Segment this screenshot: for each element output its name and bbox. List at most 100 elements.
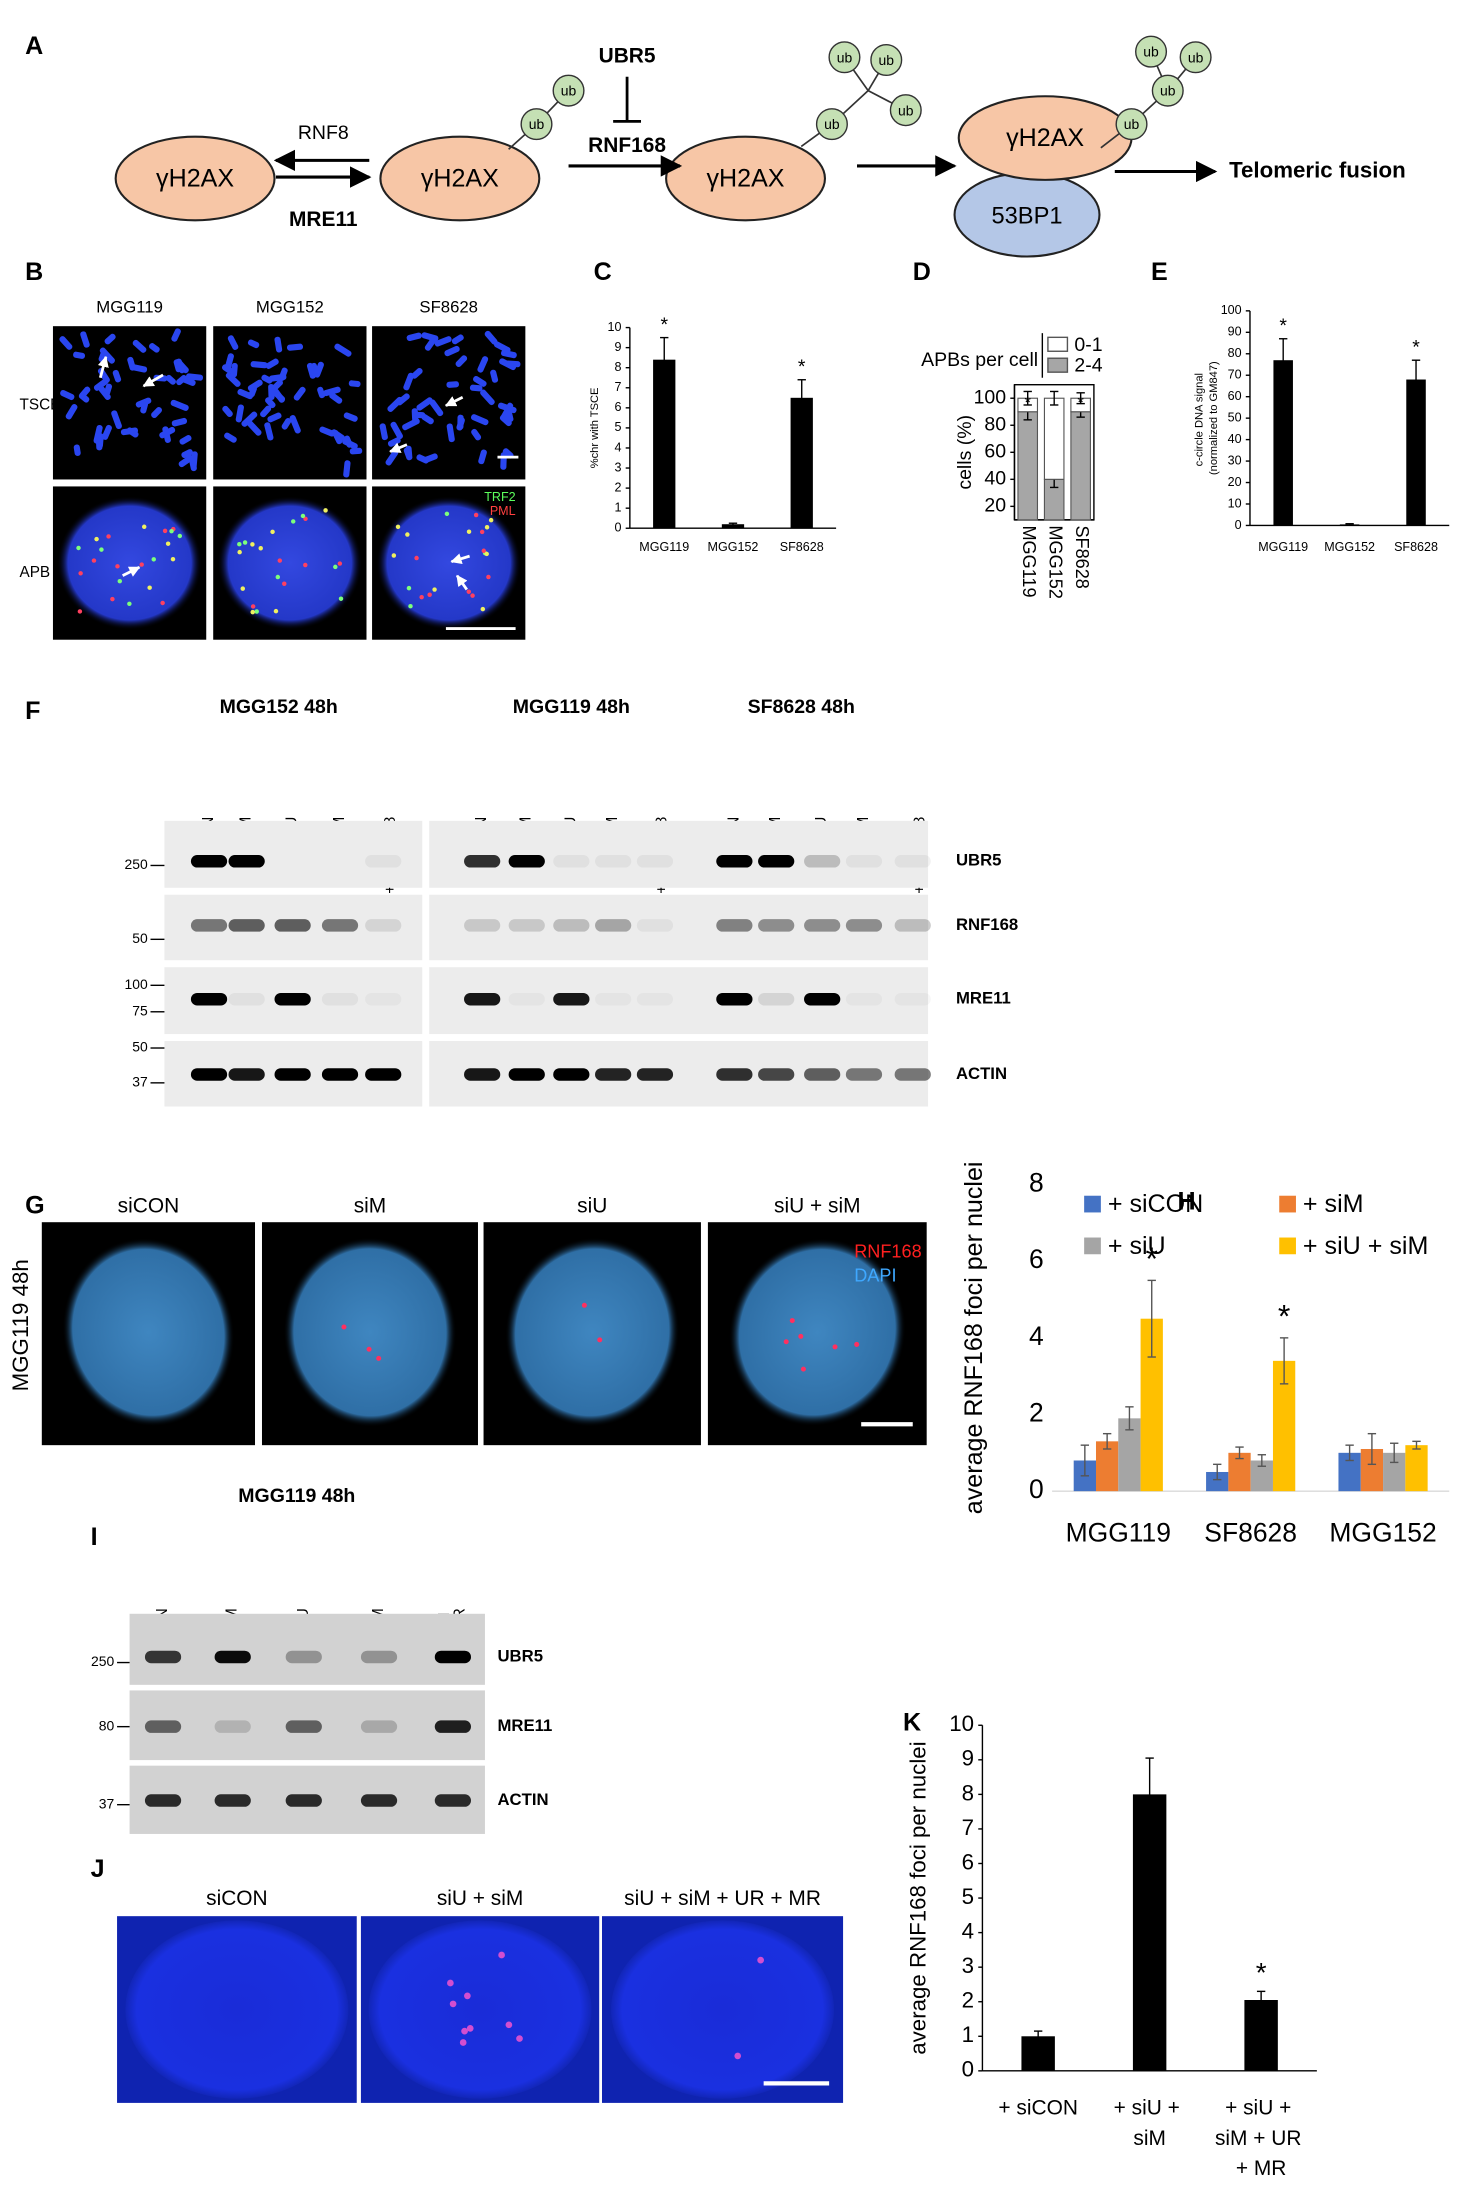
legend-swatch: [1047, 336, 1069, 352]
foci: [376, 1355, 382, 1361]
chromosome: [250, 361, 268, 369]
band: [509, 993, 545, 1006]
column-label: MGG152: [256, 297, 324, 316]
band: [846, 993, 882, 1006]
foci: [366, 1346, 372, 1352]
bar: [1250, 1460, 1273, 1492]
foci: [160, 600, 165, 606]
chromosome: [271, 379, 283, 391]
band: [894, 1068, 931, 1081]
chromosome: [390, 421, 403, 440]
y-tick-label: 5: [962, 1884, 974, 1909]
ub-chain: [1100, 51, 1169, 149]
protein-label: MRE11: [956, 989, 1011, 1008]
foci: [240, 586, 245, 591]
foci: [466, 2025, 474, 2032]
nucleus: [728, 1238, 906, 1427]
blot-strip: [429, 894, 929, 961]
chromosome: [411, 367, 423, 379]
stain-label: PML: [490, 504, 516, 518]
chromosome: [148, 343, 160, 353]
protein-label: ACTIN: [956, 1064, 1007, 1083]
y-tick-label: 8: [615, 360, 622, 374]
ub-label: ub: [879, 52, 895, 68]
band: [716, 1068, 753, 1081]
node-label: 53BP1: [991, 204, 1062, 230]
foci: [254, 609, 259, 614]
chromosome: [477, 356, 489, 373]
chromosome: [457, 414, 464, 430]
row-label: APB: [20, 564, 51, 581]
y-tick-label: 6: [615, 400, 622, 414]
y-tick-label: 60: [1228, 389, 1242, 403]
chromosome: [227, 335, 239, 350]
foci: [432, 587, 437, 592]
foci: [473, 512, 479, 518]
chromosome: [247, 379, 263, 392]
foci: [408, 603, 413, 609]
foci: [76, 545, 81, 551]
chromosome: [151, 407, 162, 419]
ub-label: ub: [837, 49, 853, 65]
y-tick-label: 40: [984, 467, 1006, 489]
band: [365, 919, 402, 932]
chromosome: [246, 419, 262, 436]
band: [464, 1068, 501, 1081]
chromosome: [490, 369, 499, 383]
foci: [94, 536, 99, 542]
foci: [151, 557, 156, 562]
foci: [447, 1979, 454, 1987]
image-arrow: [450, 553, 471, 565]
band: [365, 1068, 402, 1081]
foci: [427, 592, 432, 597]
nucleus: [283, 1237, 457, 1428]
y-axis-label: c-circle DNA signal (normalized to GM847…: [1193, 361, 1219, 475]
chromosome: [444, 345, 460, 357]
band: [508, 919, 545, 932]
nucleus: [611, 1920, 835, 2099]
ub: [1135, 35, 1168, 68]
chromosome: [349, 447, 363, 455]
legend-title: APBs per cell: [921, 349, 1038, 371]
foci: [800, 1366, 806, 1372]
protein-label: MRE11: [497, 1716, 552, 1735]
y-tick-label: 2: [615, 480, 622, 494]
legend-swatch: [1279, 1237, 1296, 1255]
foci: [250, 542, 255, 547]
band: [464, 855, 501, 868]
node-label: γH2AX: [1006, 124, 1084, 152]
foci: [106, 534, 111, 539]
x-tick-label: SF8628: [1204, 1517, 1297, 1547]
foci: [237, 541, 242, 547]
chromosome: [281, 417, 292, 430]
band: [894, 919, 931, 932]
y-tick-label: 2: [962, 1988, 974, 2013]
foci: [77, 609, 83, 614]
foci: [486, 574, 491, 580]
bar: [721, 524, 745, 529]
blot-strip: [429, 967, 929, 1035]
y-tick-label: 8: [1029, 1168, 1044, 1198]
foci: [406, 585, 412, 591]
bar: [790, 397, 813, 529]
band: [285, 1794, 322, 1807]
enzyme-label: RNF8: [298, 122, 349, 144]
y-axis-label: %chr with TSCE: [589, 388, 601, 469]
y-axis-label: average RNF168 foci per nuclei: [960, 1162, 988, 1515]
band: [214, 1650, 251, 1664]
chromosome: [165, 374, 176, 385]
panel-label: D: [913, 258, 931, 286]
bar: [1360, 1448, 1384, 1492]
chromosome: [470, 414, 489, 426]
ub: [889, 94, 922, 127]
band: [228, 992, 265, 1006]
row-label: MGG119 48h: [8, 1259, 33, 1391]
x-tick-label: SF8628: [780, 540, 824, 554]
foci: [414, 555, 419, 561]
foci: [757, 1956, 764, 1964]
chromosome: [267, 412, 282, 423]
significance-mark: *: [1412, 337, 1420, 359]
ub-label: ub: [824, 116, 840, 132]
band: [360, 1720, 398, 1733]
